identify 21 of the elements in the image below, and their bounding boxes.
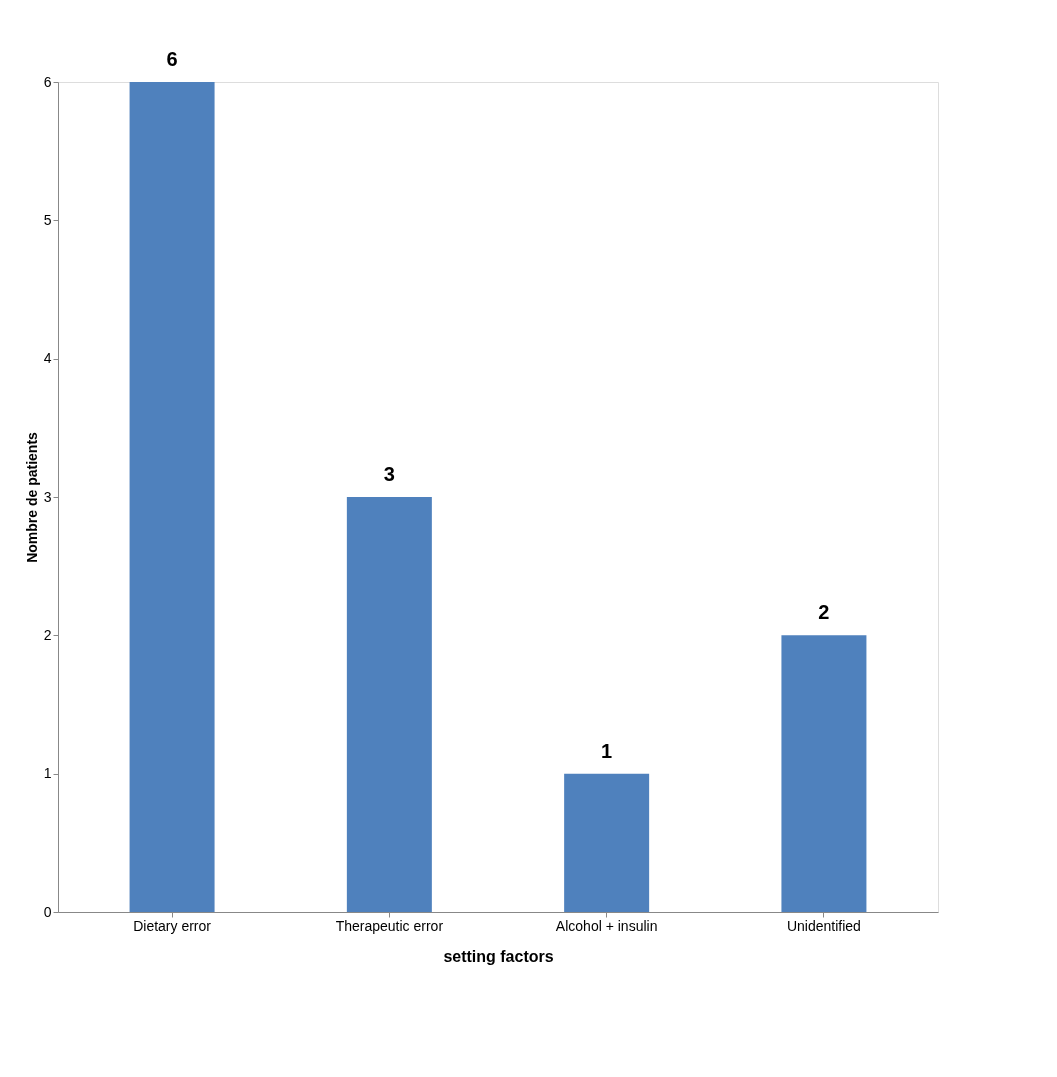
bar: [129, 82, 215, 912]
y-axis-title: Nombre de patients: [23, 431, 40, 563]
x-tick-label: Therapeutic error: [335, 917, 444, 934]
bar: [564, 773, 650, 912]
y-tick-label: 6: [43, 73, 52, 90]
data-label: 2: [818, 601, 830, 624]
data-label: 6: [166, 48, 178, 70]
bar: [346, 497, 432, 912]
y-tick-label: 5: [43, 211, 52, 228]
x-axis-title: setting factors: [443, 947, 554, 965]
y-tick-label: 2: [43, 626, 52, 643]
bar: [781, 635, 867, 912]
x-tick-label: Dietary error: [133, 917, 212, 934]
data-label: 3: [383, 463, 395, 485]
y-tick-label: 4: [43, 350, 52, 367]
data-label: 1: [601, 739, 613, 762]
y-tick-label: 3: [43, 488, 52, 505]
y-tick-label: 1: [43, 765, 52, 782]
x-tick-label: Unidentified: [786, 917, 861, 934]
y-tick-label: 0: [43, 903, 52, 920]
x-tick-label: Alcohol + insulin: [555, 917, 658, 934]
